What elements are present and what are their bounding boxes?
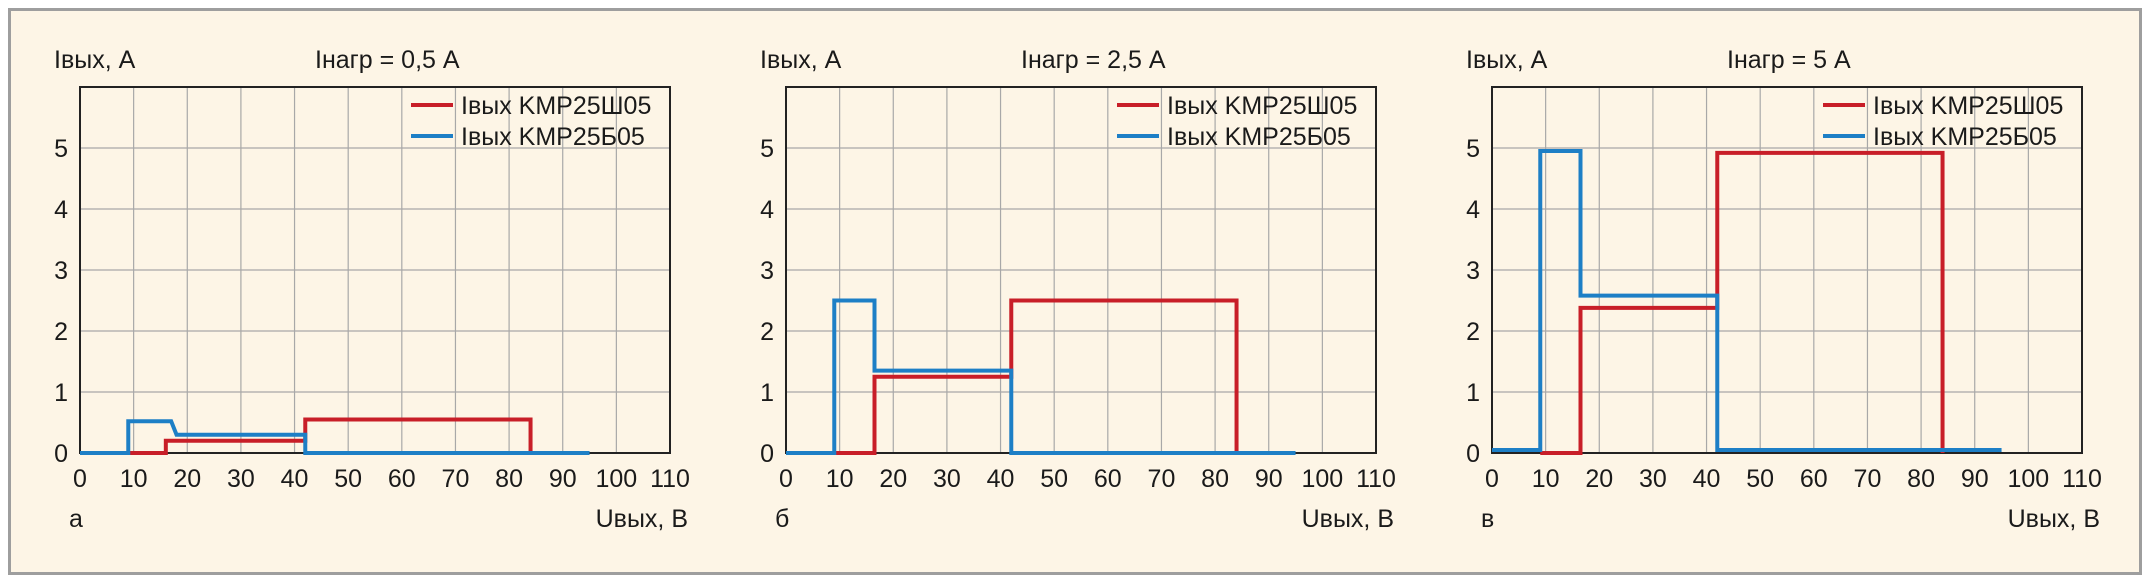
legend-entry-2: Iвых KMP25Б05 — [1873, 123, 2057, 151]
chart-panel-2: 0 10 20 30 40 50 60 70 80 90 100 110 0 1 2 3 4 5 Iвых, А Iн… — [760, 46, 1396, 533]
x-tick-label: 50 — [1040, 465, 1068, 493]
series-line-2 — [786, 298, 1296, 455]
panel-title: Iнагр = 0,5 А — [315, 46, 460, 74]
legend-entry-2: Iвых KMP25Б05 — [461, 123, 645, 151]
x-tick-label: 90 — [549, 465, 577, 493]
y-tick-label: 4 — [54, 196, 68, 224]
chart-panel-3: 0 10 20 30 40 50 60 70 80 90 100 110 0 1 2 3 4 5 Iвых, А Iн… — [1466, 46, 2102, 533]
x-tick-label: 100 — [2008, 465, 2050, 493]
x-tick-label: 30 — [933, 465, 961, 493]
y-tick-label: 1 — [760, 379, 774, 407]
y-tick-label: 3 — [760, 257, 774, 285]
x-tick-label: 80 — [495, 465, 523, 493]
x-axis-label: Uвых, В — [2008, 505, 2100, 533]
x-tick-label: 10 — [826, 465, 854, 493]
y-axis-label: Iвых, А — [1466, 46, 1548, 74]
x-tick-label: 20 — [1585, 465, 1613, 493]
x-tick-label: 100 — [596, 465, 638, 493]
x-tick-label: 100 — [1302, 465, 1344, 493]
x-tick-label: 60 — [1800, 465, 1828, 493]
legend-entry-2: Iвых KMP25Б05 — [1167, 123, 1351, 151]
panel-label: а — [69, 505, 83, 533]
x-tick-label: 40 — [281, 465, 309, 493]
legend-entry-1: Iвых KMP25Ш05 — [1873, 92, 2063, 120]
x-tick-label: 0 — [779, 465, 793, 493]
y-tick-label: 3 — [54, 257, 68, 285]
y-tick-label: 5 — [1466, 135, 1480, 163]
x-axis-label: Uвых, В — [1302, 505, 1394, 533]
series-line-2 — [80, 419, 590, 455]
y-tick-label: 1 — [1466, 379, 1480, 407]
x-tick-label: 60 — [388, 465, 416, 493]
x-tick-label: 50 — [334, 465, 362, 493]
y-tick-label: 3 — [1466, 257, 1480, 285]
x-tick-label: 50 — [1746, 465, 1774, 493]
x-tick-label: 110 — [650, 465, 690, 493]
x-tick-label: 70 — [1148, 465, 1176, 493]
x-tick-label: 10 — [120, 465, 148, 493]
x-tick-label: 110 — [1356, 465, 1396, 493]
x-tick-label: 80 — [1907, 465, 1935, 493]
legend-entry-1: Iвых KMP25Ш05 — [461, 92, 651, 120]
x-tick-label: 40 — [1693, 465, 1721, 493]
y-tick-label: 0 — [54, 440, 68, 468]
x-tick-label: 0 — [1485, 465, 1499, 493]
panel-label: в — [1481, 505, 1494, 533]
x-tick-label: 90 — [1255, 465, 1283, 493]
y-tick-label: 2 — [1466, 318, 1480, 346]
x-tick-label: 30 — [1639, 465, 1667, 493]
x-tick-label: 10 — [1532, 465, 1560, 493]
y-tick-label: 4 — [1466, 196, 1480, 224]
y-axis-label: Iвых, А — [54, 46, 136, 74]
series-line-2 — [1492, 149, 2002, 452]
x-tick-label: 60 — [1094, 465, 1122, 493]
x-tick-label: 70 — [1854, 465, 1882, 493]
x-tick-label: 0 — [73, 465, 87, 493]
y-tick-label: 4 — [760, 196, 774, 224]
chart-panel-1: 0 10 20 30 40 50 60 70 80 90 100 110 0 1 2 3 4 5 Iвых, А Iн… — [54, 46, 690, 533]
series-line-1 — [834, 298, 1239, 455]
y-tick-label: 5 — [760, 135, 774, 163]
x-tick-label: 20 — [879, 465, 907, 493]
x-tick-label: 90 — [1961, 465, 1989, 493]
x-tick-label: 30 — [227, 465, 255, 493]
y-tick-label: 0 — [1466, 440, 1480, 468]
x-tick-label: 110 — [2062, 465, 2102, 493]
x-tick-label: 40 — [987, 465, 1015, 493]
legend-entry-1: Iвых KMP25Ш05 — [1167, 92, 1357, 120]
panel-title: Iнагр = 2,5 А — [1021, 46, 1166, 74]
series-line-1 — [1540, 150, 1945, 455]
y-tick-label: 5 — [54, 135, 68, 163]
x-axis-label: Uвых, В — [596, 505, 688, 533]
x-tick-label: 80 — [1201, 465, 1229, 493]
x-tick-label: 20 — [173, 465, 201, 493]
y-tick-label: 1 — [54, 379, 68, 407]
y-tick-label: 2 — [760, 318, 774, 346]
plot-frame — [1491, 86, 2083, 454]
y-tick-label: 2 — [54, 318, 68, 346]
x-tick-label: 70 — [442, 465, 470, 493]
figure-frame: 0 10 20 30 40 50 60 70 80 90 100 110 0 1 2 3 4 5 Iвых, А Iн… — [8, 8, 2142, 575]
y-axis-label: Iвых, А — [760, 46, 842, 74]
panel-label: б — [775, 505, 789, 533]
panel-title: Iнагр = 5 А — [1727, 46, 1851, 74]
y-tick-label: 0 — [760, 440, 774, 468]
